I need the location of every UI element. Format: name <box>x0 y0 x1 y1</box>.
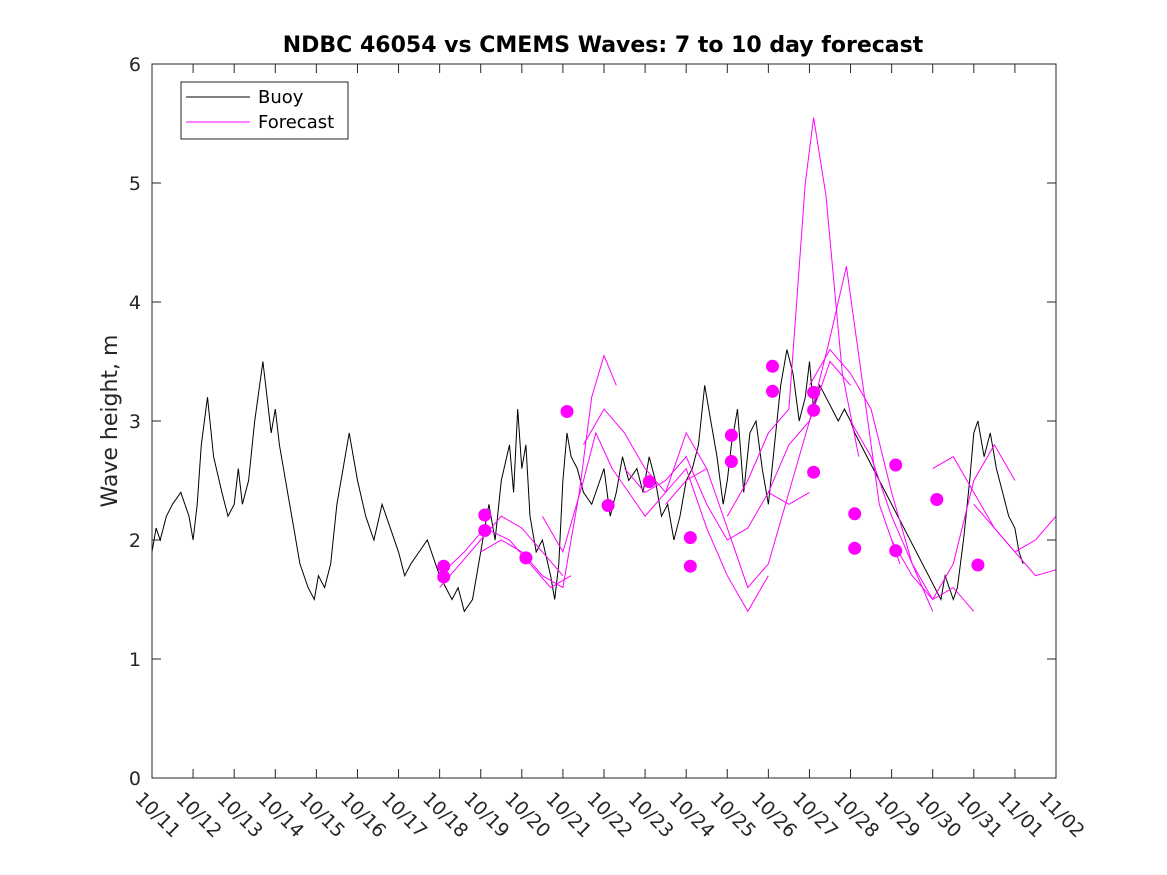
x-tick-label: 10/26 <box>747 788 801 842</box>
forecast-start-point <box>519 551 533 565</box>
forecast-start-point <box>766 359 779 373</box>
x-tick-label: 10/16 <box>336 788 390 842</box>
forecast-run-line-8 <box>726 117 860 517</box>
x-tick-label: 10/28 <box>829 788 883 842</box>
forecast-run-line-4 <box>541 431 708 554</box>
x-tick-label: 10/13 <box>213 788 267 842</box>
forecast-start-point <box>437 559 451 573</box>
y-tick-label: 3 <box>129 411 141 433</box>
forecast-run-line-1 <box>439 515 564 588</box>
buoy-series-line <box>151 349 1024 613</box>
forecast-start-point <box>601 499 615 512</box>
forecast-start-point <box>724 455 738 468</box>
forecast-start-point <box>889 544 903 558</box>
y-tick-label: 6 <box>129 54 141 76</box>
x-tick-label: 11/01 <box>993 788 1047 842</box>
forecast-start-point <box>889 458 903 472</box>
forecast-start-point <box>642 475 656 489</box>
y-tick-label: 2 <box>129 530 141 552</box>
y-tick-label: 5 <box>129 173 141 195</box>
plot-markers <box>437 359 985 584</box>
forecast-run-line-9 <box>767 266 901 564</box>
x-tick-label: 11/02 <box>1034 788 1088 842</box>
forecast-start-point <box>683 559 697 573</box>
forecast-start-point <box>848 507 862 521</box>
x-tick-label: 10/30 <box>911 788 965 842</box>
y-tick-label: 1 <box>129 649 141 671</box>
x-tick-label: 10/29 <box>870 788 924 842</box>
x-tick-label: 10/19 <box>459 788 513 842</box>
forecast-start-point <box>683 531 697 545</box>
forecast-run-line-6 <box>624 455 810 541</box>
forecast-start-point <box>560 405 574 418</box>
forecast-start-point <box>437 570 451 584</box>
legend-box <box>180 81 349 140</box>
forecast-start-point <box>930 493 944 506</box>
forecast-start-point <box>807 385 821 399</box>
x-tick-label: 10/20 <box>500 788 554 842</box>
forecast-start-point <box>848 541 862 555</box>
forecast-start-point <box>807 403 821 417</box>
x-tick-label: 10/31 <box>952 788 1006 842</box>
x-tick-label: 10/23 <box>624 788 678 842</box>
forecast-start-point <box>478 524 492 537</box>
legend-buoy-label: Buoy <box>258 87 304 108</box>
y-tick-label: 0 <box>129 768 141 790</box>
forecast-start-point <box>766 384 779 398</box>
forecast-run-line-3 <box>480 354 617 589</box>
forecast-run-line-5 <box>583 408 769 613</box>
chart-title: NDBC 46054 vs CMEMS Waves: 7 to 10 day f… <box>283 33 924 58</box>
y-axis-label: Wave height, m <box>98 335 123 508</box>
plot-background <box>152 64 1056 778</box>
forecast-start-point <box>478 508 492 522</box>
legend-forecast-label: Forecast <box>258 112 334 133</box>
forecast-start-point <box>807 465 821 479</box>
forecast-run-line-2 <box>439 527 572 589</box>
x-tick-label: 10/17 <box>377 788 431 842</box>
forecast-run-line-12 <box>891 443 1016 601</box>
x-tick-label: 10/21 <box>541 788 595 842</box>
x-tick-label: 10/18 <box>418 788 472 842</box>
plot-frame <box>151 63 1057 779</box>
x-tick-label: 10/12 <box>172 788 226 842</box>
forecast-start-point <box>724 428 738 442</box>
x-tick-label: 10/15 <box>295 788 349 842</box>
x-tick-label: 10/24 <box>665 788 719 842</box>
forecast-run-line-14 <box>973 503 1057 553</box>
x-tick-label: 10/22 <box>582 788 636 842</box>
x-tick-label: 10/14 <box>254 788 308 842</box>
x-tick-label: 10/25 <box>706 788 760 842</box>
legend: Buoy Forecast <box>180 81 349 140</box>
forecast-run-line-11 <box>850 420 975 612</box>
forecast-start-point <box>971 558 985 572</box>
y-tick-label: 4 <box>129 292 141 314</box>
x-tick-label: 10/27 <box>788 788 842 842</box>
x-tick-label: 10/11 <box>130 788 184 842</box>
